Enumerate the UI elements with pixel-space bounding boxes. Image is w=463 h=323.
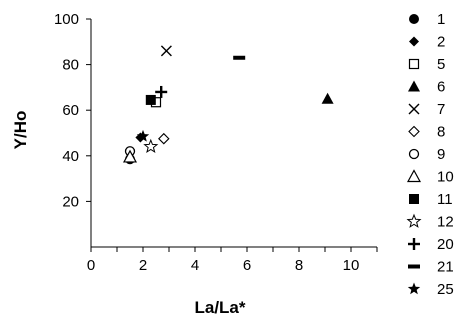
legend-marker-filled-triangle <box>408 80 420 92</box>
data-point-series-6 <box>321 92 334 104</box>
data-point-series-7 <box>160 45 172 57</box>
data-point-series-12 <box>143 138 159 154</box>
legend-item-10: 10 <box>406 169 454 186</box>
legend-marker-open-diamond <box>408 125 420 138</box>
legend-marker-dash <box>408 264 420 269</box>
y-tick-label: 100 <box>54 11 79 28</box>
legend-item-12: 12 <box>406 213 454 231</box>
x-tick-label: 10 <box>343 257 360 274</box>
data-point-series-25 <box>136 129 150 142</box>
legend-item-11: 11 <box>409 191 453 208</box>
legend-item-2: 2 <box>409 34 445 51</box>
legend-marker-x-cross <box>408 103 420 115</box>
legend-marker-open-triangle <box>406 169 422 183</box>
x-axis-label: La/La* <box>194 298 245 317</box>
legend-item-1: 1 <box>409 11 445 28</box>
legend-label: 25 <box>437 281 454 298</box>
legend-marker-filled-circle <box>409 14 419 24</box>
legend-label: 8 <box>437 124 445 141</box>
x-tick-label: 8 <box>295 257 303 274</box>
legend-marker-open-star <box>406 213 422 228</box>
x-tick-label: 2 <box>139 257 147 274</box>
axes: 0 2 4 6 8 10 20 40 60 80 100 <box>54 11 378 274</box>
data-point-series-8 <box>158 132 170 145</box>
legend-label: 2 <box>437 34 445 51</box>
legend-marker-open-square <box>408 58 420 70</box>
legend-label: 5 <box>437 56 445 73</box>
legend-item-5: 5 <box>408 56 445 73</box>
y-tick-label: 20 <box>62 193 79 210</box>
legend-label: 12 <box>437 214 454 231</box>
legend-item-20: 20 <box>408 236 454 253</box>
legend-marker-open-circle <box>408 148 420 160</box>
data-point-series-10 <box>122 149 138 163</box>
data-point-series-20 <box>155 85 168 98</box>
x-cross-stroke <box>160 45 172 57</box>
legend-label: 1 <box>437 11 445 28</box>
data-points <box>122 45 334 165</box>
legend-item-25: 25 <box>407 281 454 298</box>
legend-item-8: 8 <box>408 124 445 141</box>
y-tick-label: 80 <box>62 57 79 74</box>
legend-marker-filled-diamond <box>409 36 419 47</box>
x-cross-stroke <box>408 103 420 115</box>
data-point-series-21 <box>233 55 246 60</box>
legend-marker-filled-star <box>407 282 421 295</box>
legend-label: 20 <box>437 236 454 253</box>
legend-marker-filled-square <box>409 194 419 204</box>
x-tick-label: 4 <box>191 257 199 274</box>
legend-label: 7 <box>437 101 445 118</box>
legend-label: 6 <box>437 79 445 96</box>
legend-item-6: 6 <box>408 79 445 96</box>
y-tick-label: 40 <box>62 148 79 165</box>
legend-label: 11 <box>437 191 453 208</box>
legend-label: 9 <box>437 146 445 163</box>
legend-item-7: 7 <box>408 101 445 118</box>
x-tick-label: 0 <box>87 257 95 274</box>
data-point-series-11 <box>145 94 156 105</box>
legend-marker-plus <box>408 238 420 250</box>
y-axis-label: Y/Ho <box>11 111 30 150</box>
legend-item-21: 21 <box>408 259 454 276</box>
legend-item-9: 9 <box>408 146 445 163</box>
y-tick-label: 60 <box>62 102 79 119</box>
x-tick-label: 6 <box>243 257 251 274</box>
legend-label: 21 <box>437 259 454 276</box>
legend-label: 10 <box>437 169 454 186</box>
